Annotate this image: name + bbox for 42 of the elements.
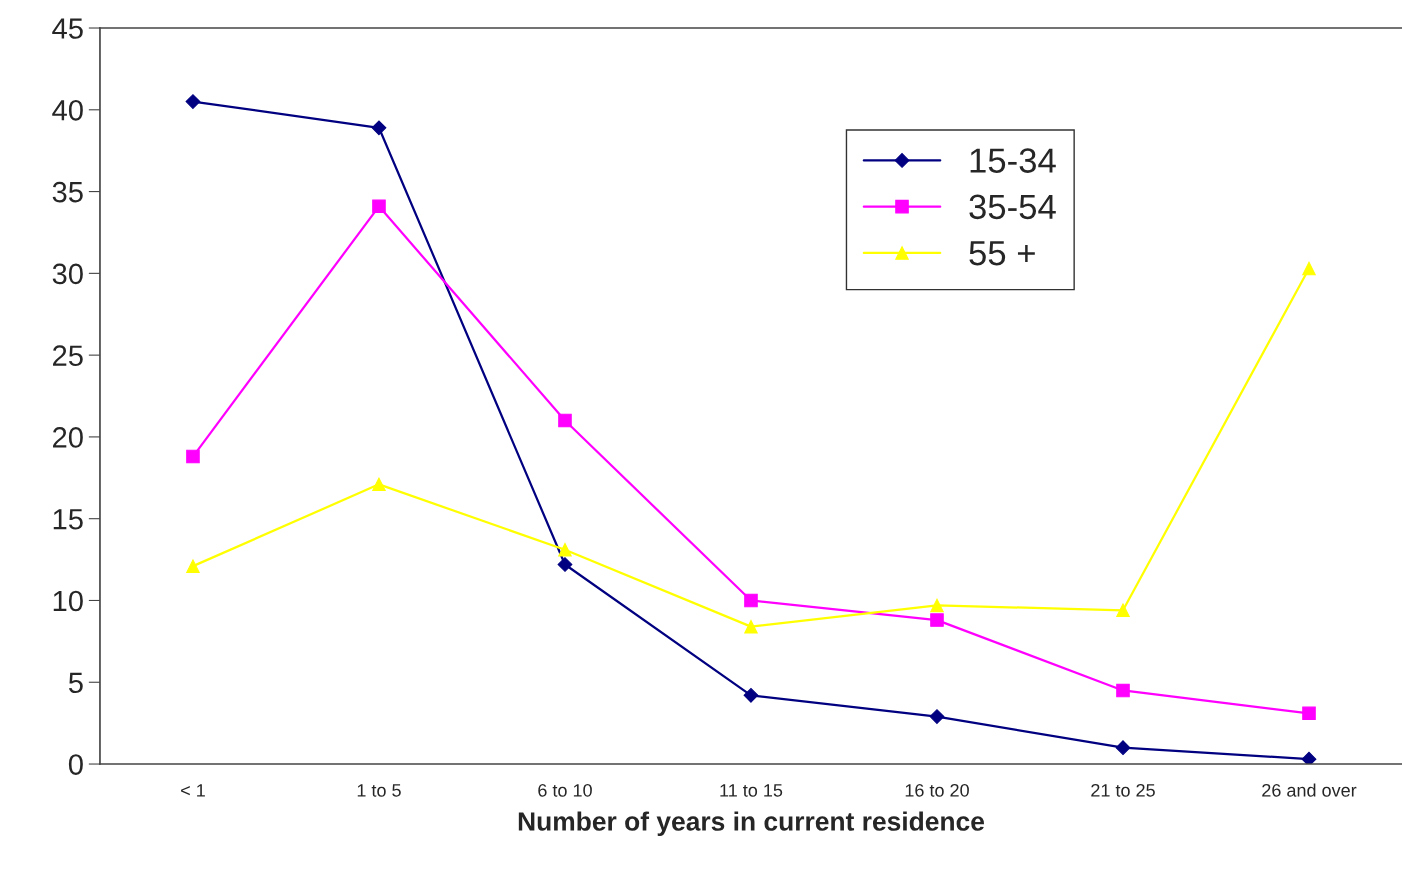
point — [557, 557, 573, 572]
point — [743, 687, 759, 703]
x-axis-title: Number of years in current residence — [518, 811, 985, 837]
point — [186, 559, 200, 573]
legend-label: 55 + — [969, 241, 1035, 266]
point — [930, 613, 944, 627]
point — [558, 543, 572, 557]
y-tick-label: 0 — [68, 754, 83, 775]
point — [558, 413, 572, 428]
x-tick-label: 21 to 25 — [1091, 783, 1155, 797]
point — [744, 619, 758, 634]
point — [372, 199, 386, 214]
point — [1115, 740, 1131, 756]
point — [371, 120, 387, 136]
y-tick-label: 10 — [53, 590, 83, 612]
x-tick-label: 6 to 10 — [538, 783, 592, 797]
point — [930, 598, 944, 613]
y-tick-label: 5 — [68, 672, 83, 694]
point — [186, 449, 200, 464]
x-tick-label: 16 to 20 — [905, 783, 969, 797]
point — [185, 94, 201, 110]
point — [1116, 683, 1130, 698]
x-tick-label: 1 to 5 — [357, 784, 401, 797]
y-tick-label: 45 — [52, 18, 83, 39]
point — [1301, 751, 1317, 765]
legend-label: 35-54 — [969, 194, 1056, 220]
y-tick-label: 15 — [53, 509, 83, 530]
legend-label: 15-34 — [970, 148, 1056, 173]
point — [1116, 603, 1130, 618]
y-tick-label: 40 — [52, 100, 83, 121]
point — [744, 593, 758, 608]
x-tick-label: 11 to 15 — [720, 784, 783, 797]
x-tick-label: < 1 — [181, 784, 205, 797]
point — [1302, 706, 1316, 721]
x-tick-label: 26 and over — [1262, 783, 1357, 797]
y-tick-label: 35 — [52, 181, 83, 203]
point — [929, 709, 945, 724]
y-tick-label: 25 — [53, 345, 83, 366]
point — [372, 477, 386, 492]
y-tick-label: 20 — [53, 427, 83, 448]
y-tick-label: 30 — [52, 263, 83, 285]
point — [1302, 261, 1316, 276]
